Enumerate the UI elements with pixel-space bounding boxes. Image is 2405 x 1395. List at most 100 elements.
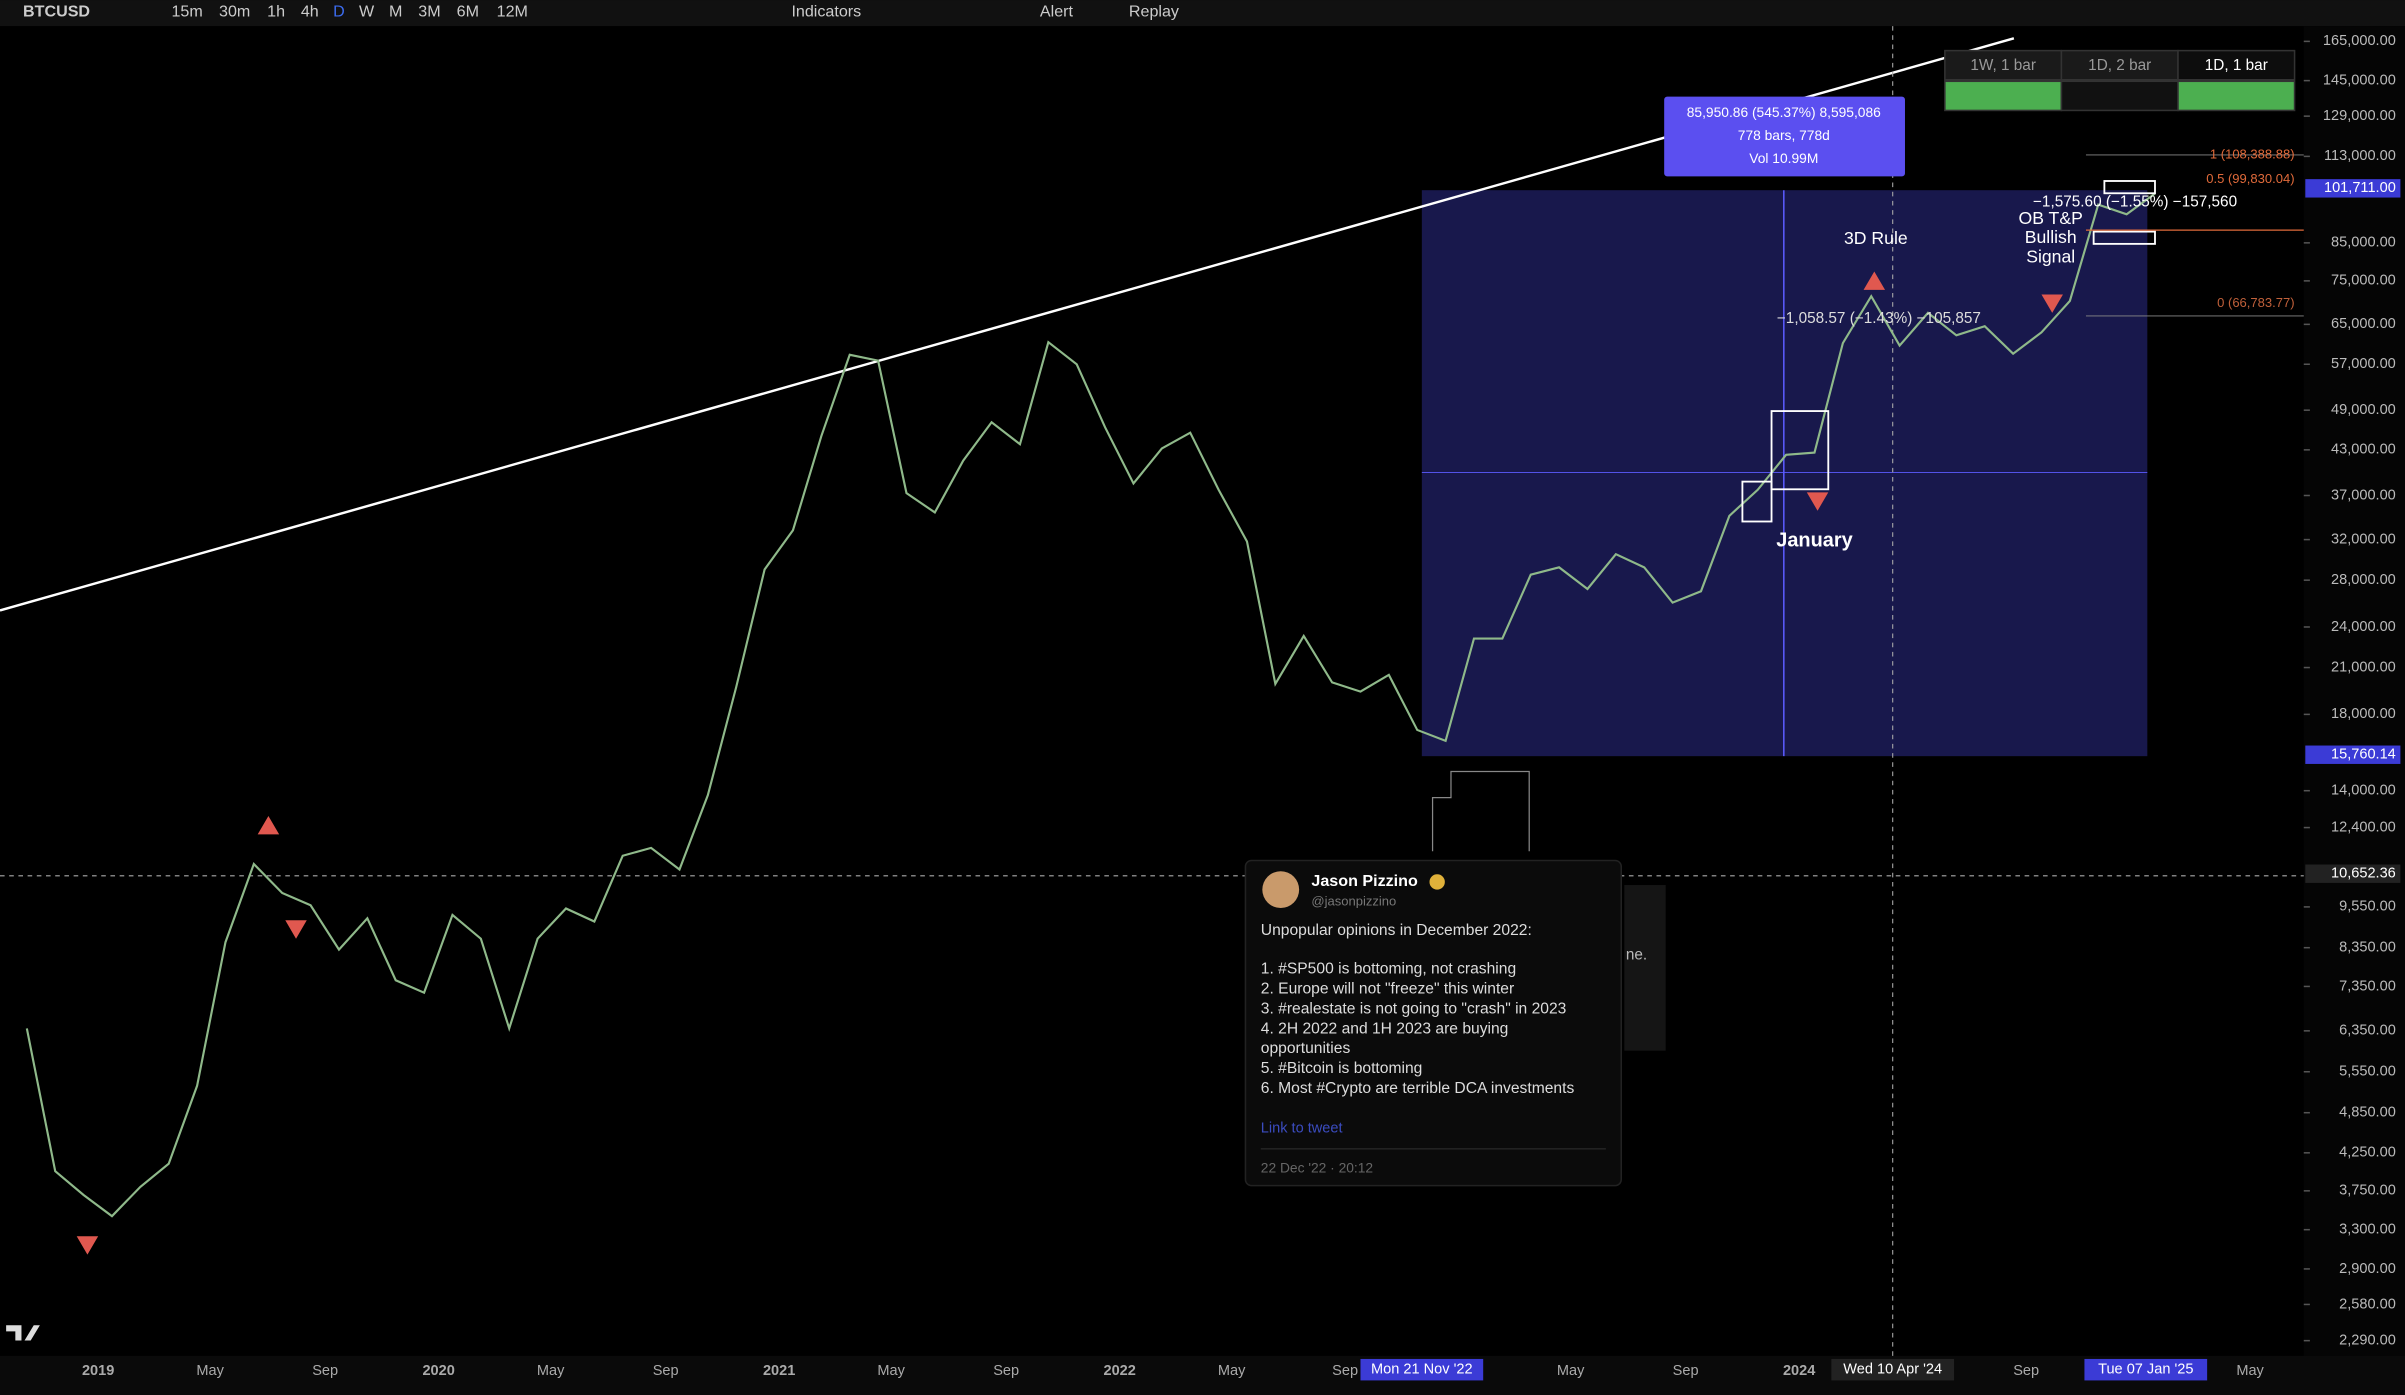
fib-label: 1 (108,388.88) (2210, 146, 2295, 161)
price-tick-label: 12,400.00 (2331, 819, 2396, 835)
toolbar (0, 0, 2405, 27)
card-behind (1624, 885, 1666, 1051)
tweet-link[interactable]: Link to tweet (1261, 1121, 1343, 1137)
tweet-line: 4. 2H 2022 and 1H 2023 are buying (1261, 1020, 1509, 1037)
logo (6, 1325, 40, 1341)
ob-box (2092, 230, 2156, 245)
price-tick-label: 4,250.00 (2339, 1145, 2396, 1161)
interval[interactable]: 1h (267, 3, 285, 21)
time-highlight (1831, 1358, 1955, 1381)
bar-cell (2177, 49, 2296, 81)
price-tick-label: 8,350.00 (2339, 940, 2396, 956)
annotation: −1,058.57 (−1.43%) −105,857 (1777, 310, 1981, 327)
time-label: Sep (2013, 1363, 2039, 1379)
interval[interactable]: D (333, 3, 345, 21)
price-tick-label: 113,000.00 (2324, 148, 2396, 164)
time-label: Sep (1332, 1363, 1358, 1379)
tweet-card (1244, 859, 1622, 1187)
price-tick-label: 3,300.00 (2339, 1222, 2396, 1238)
price-tick-label: 2,290.00 (2339, 1332, 2396, 1348)
time-label: Sep (653, 1363, 679, 1379)
replay[interactable]: Replay (1129, 3, 1180, 21)
tweet-line: opportunities (1261, 1040, 1351, 1057)
interval[interactable]: W (359, 3, 375, 21)
annotation: 3D Rule (1844, 228, 1908, 248)
price-tick-label: 37,000.00 (2331, 487, 2396, 503)
price-axis-bg (2303, 26, 2405, 1361)
bar-cell-label: 1W, 1 bar (1970, 57, 2036, 74)
price-tick-label: 32,000.00 (2331, 531, 2396, 547)
measure-label: 85,950.86 (545.37%) 8,595,086 (1687, 105, 1881, 120)
price-tick-label: 65,000.00 (2331, 316, 2396, 332)
tweet-handle: @jasonpizzino (1311, 893, 1396, 908)
time-label: May (1557, 1363, 1585, 1379)
price-tick-label: 2,580.00 (2339, 1296, 2396, 1312)
tweet-line: Unpopular opinions in December 2022: (1261, 922, 1532, 939)
time-highlight (2084, 1358, 2208, 1381)
price-tick-label: 165,000.00 (2323, 33, 2396, 49)
time-label: May (1218, 1363, 1246, 1379)
plot (25, 192, 2156, 1218)
tweet-line: 3. #realestate is not going to "crash" i… (1261, 1000, 1567, 1017)
price-tick-label: 6,350.00 (2339, 1023, 2396, 1039)
price-tick-label: 4,850.00 (2339, 1105, 2396, 1121)
interval[interactable]: 12M (497, 3, 528, 21)
bar-swatch (2177, 80, 2296, 112)
small-box (1741, 480, 1773, 523)
price-tick-label: 7,350.00 (2339, 978, 2396, 994)
price-tick-label: 28,000.00 (2331, 572, 2396, 588)
indicators[interactable]: Indicators (791, 3, 861, 21)
bar-swatch (2060, 80, 2179, 112)
annotation: Bullish (2025, 227, 2077, 247)
price-highlight-label: 10,652.36 (2331, 866, 2396, 882)
price-tick-label: 49,000.00 (2331, 402, 2396, 418)
measure-label-box (1664, 96, 1905, 177)
interval[interactable]: 30m (219, 3, 250, 21)
alert[interactable]: Alert (1040, 3, 1074, 21)
bar-cell-label: 1D, 2 bar (2088, 57, 2151, 74)
price-tick-label: 2,900.00 (2339, 1261, 2396, 1277)
january-box (1770, 410, 1830, 491)
price-highlight (2305, 179, 2401, 198)
price-tick-label: 21,000.00 (2331, 659, 2396, 675)
price-highlight (2305, 864, 2401, 883)
price-tick-label: 85,000.00 (2331, 235, 2396, 251)
time-label: Sep (1673, 1363, 1699, 1379)
time-axis-bg (0, 1355, 2405, 1395)
time-highlight-label: Wed 10 Apr '24 (1843, 1362, 1942, 1378)
verified-badge (1429, 874, 1445, 890)
fib-label: 0 (66,783.77) (2217, 295, 2294, 310)
interval[interactable]: 15m (171, 3, 202, 21)
interval[interactable]: 6M (457, 3, 479, 21)
tweet-date: 22 Dec '22 · 20:12 (1261, 1160, 1373, 1175)
bar-cell (1944, 49, 2063, 81)
interval[interactable]: 4h (301, 3, 319, 21)
avatar (1262, 871, 1300, 909)
bar-swatch (1944, 80, 2063, 112)
time-label: May (196, 1363, 224, 1379)
time-label: 2022 (1103, 1363, 1135, 1379)
annotation: January (1776, 530, 1852, 552)
tweet-line: 6. Most #Crypto are terrible DCA investm… (1261, 1080, 1575, 1097)
price-highlight-label: 15,760.14 (2331, 747, 2396, 763)
time-label: 2020 (422, 1363, 454, 1379)
price-tick-label: 9,550.00 (2339, 899, 2396, 915)
tweet-line: 1. #SP500 is bottoming, not crashing (1261, 960, 1516, 977)
price-tick-label: 129,000.00 (2323, 108, 2396, 124)
tweet-line: 2. Europe will not "freeze" this winter (1261, 980, 1514, 997)
price-tick-label: 14,000.00 (2331, 783, 2396, 799)
interval[interactable]: M (389, 3, 402, 21)
time-highlight-label: Mon 21 Nov '22 (1371, 1362, 1473, 1378)
price-highlight-label: 101,711.00 (2324, 180, 2396, 196)
price-tick-label: 43,000.00 (2331, 442, 2396, 458)
tv-logo (6, 1325, 40, 1341)
time-label: May (877, 1363, 905, 1379)
price-tick-label: 5,550.00 (2339, 1064, 2396, 1080)
interval[interactable]: 3M (418, 3, 440, 21)
bar-cell-label: 1D, 1 bar (2205, 57, 2268, 74)
tweet-line: 5. #Bitcoin is bottoming (1261, 1060, 1423, 1077)
price-tick-label: 57,000.00 (2331, 356, 2396, 372)
annotation: OB T&P (2019, 208, 2083, 228)
